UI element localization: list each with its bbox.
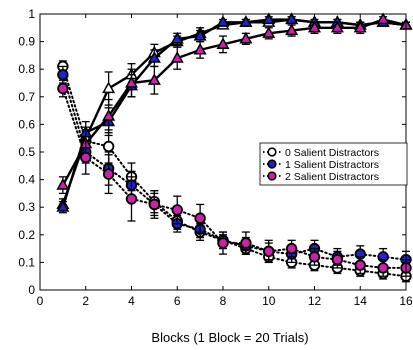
series-2-falling-marker-8 [240, 237, 252, 249]
series-2-falling-marker-12 [331, 253, 344, 266]
x-tick-label-4: 4 [128, 294, 135, 308]
series-0-falling-line [61, 65, 407, 278]
series-2-rising-line [61, 18, 408, 187]
legend-label-2: 2 Salient Distractors [285, 171, 379, 183]
series-2-rising-marker-9 [262, 26, 276, 38]
series-2-falling-marker-6 [194, 212, 206, 224]
series-2-falling-marker-7 [217, 237, 229, 249]
legend-marker-1 [267, 159, 277, 169]
series-2-falling-marker-13 [354, 259, 366, 271]
series-2-falling-marker-3 [125, 193, 138, 205]
series-1-rising-marker-5 [170, 31, 184, 44]
series-2-falling-marker-4 [148, 198, 161, 211]
x-tick-label-0: 0 [37, 294, 44, 308]
y-tick-label-4: 0.4 [18, 173, 35, 187]
y-tick-label-3: 0.3 [18, 200, 35, 214]
series-2-rising-marker-12 [330, 20, 344, 33]
series-2-falling-marker-5 [171, 204, 183, 216]
y-tick-label-9: 0.9 [18, 35, 35, 49]
series-2-falling-marker-14 [377, 262, 389, 274]
series-2-rising-marker-13 [353, 20, 367, 33]
series-2-falling-marker-0 [57, 82, 69, 95]
y-tick-label-0: 0 [28, 283, 35, 297]
x-tick-label-14: 14 [354, 294, 368, 308]
y-tick-label-1: 0.1 [18, 255, 35, 269]
series-1-rising-marker-4 [147, 51, 161, 63]
series-0-rising-marker-2 [102, 81, 116, 94]
legend-box [259, 142, 408, 186]
series-2-rising-marker-5 [170, 51, 184, 63]
series-1-rising-marker-7 [216, 15, 230, 27]
x-tick-label-10: 10 [262, 294, 276, 308]
series-2-rising-marker-4 [147, 73, 161, 85]
series-1-rising-marker-6 [193, 29, 207, 41]
legend-marker-0 [267, 147, 277, 157]
y-tick-label-10: 1 [28, 7, 35, 21]
series-1-rising-marker-0 [56, 200, 70, 212]
series-2-rising-marker-0 [56, 178, 70, 190]
series-1-rising-marker-10 [285, 12, 299, 25]
series-1-rising-line [61, 18, 408, 209]
y-tick-label-2: 0.2 [18, 228, 35, 242]
series-2-falling-marker-1 [80, 151, 92, 164]
series-2-rising-marker-14 [376, 12, 390, 25]
series-1-rising-marker-8 [239, 15, 253, 27]
series-2-rising-marker-6 [193, 42, 207, 55]
series-2-falling-marker-10 [285, 242, 298, 255]
series-2-falling-marker-11 [308, 251, 321, 263]
x-tick-label-16: 16 [399, 294, 413, 308]
legend-label-0: 0 Salient Distractors [285, 147, 379, 159]
series-2-rising-marker-2 [102, 109, 116, 121]
series-0-falling-marker-2 [102, 140, 115, 153]
series-2-rising-marker-10 [285, 23, 299, 36]
y-tick-label-8: 0.8 [18, 62, 35, 76]
x-tick-label-8: 8 [220, 294, 227, 308]
series-2-falling-line [61, 87, 407, 269]
y-tick-label-7: 0.7 [18, 90, 35, 104]
y-tick-label-6: 0.6 [18, 117, 35, 131]
x-tick-label-6: 6 [174, 294, 181, 308]
series-2-falling-marker-9 [263, 245, 275, 258]
legend-label-1: 1 Salient Distractors [285, 159, 379, 171]
x-tick-label-12: 12 [308, 294, 322, 308]
series-2-rising-marker-7 [216, 37, 230, 49]
series-1 [56, 12, 413, 269]
legend-marker-2 [267, 171, 277, 181]
series-2-rising-marker-11 [307, 20, 322, 33]
series-1-falling-marker-0 [57, 69, 69, 81]
plot-layer [56, 12, 413, 283]
axes-layer: 0 2 4 6 8 10 12 14 16 0 0.1 0.2 0.3 0.4 0.5 0.6 0.7 0.8 0.… [18, 7, 413, 308]
series-2-falling-marker-2 [102, 168, 115, 180]
series-2-rising-marker-3 [124, 75, 139, 88]
series-2-rising-marker-8 [239, 31, 253, 44]
series-1-rising-marker-9 [262, 12, 276, 25]
x-tick-label-2: 2 [82, 294, 89, 308]
x-axis-label: Blocks (1 Block = 20 Trials) [151, 330, 308, 345]
y-tick-label-5: 0.5 [18, 145, 35, 159]
